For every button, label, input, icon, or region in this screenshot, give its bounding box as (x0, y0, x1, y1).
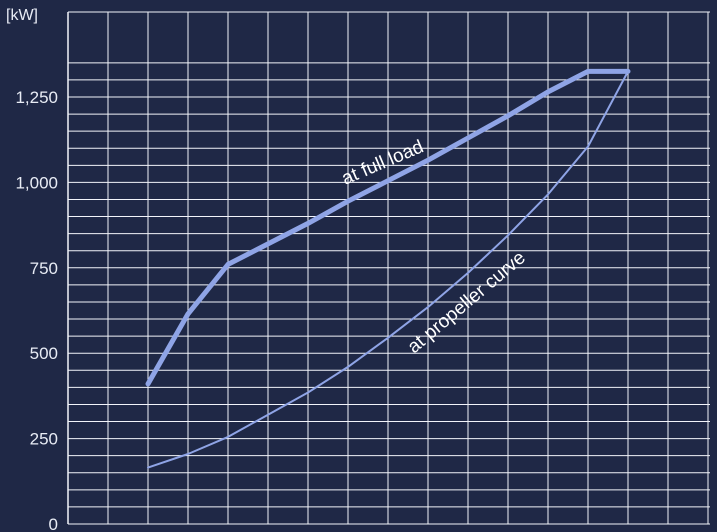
grid (67, 11, 710, 525)
y-tick-label: 750 (30, 259, 58, 278)
y-tick-label: 0 (49, 515, 58, 532)
y-tick-label: 1,000 (15, 173, 58, 192)
y-tick-label: 250 (30, 430, 58, 449)
y-tick-label: 1,250 (15, 88, 58, 107)
y-tick-label: 500 (30, 344, 58, 363)
y-tick-labels: 0 250 500 750 1,000 1,250 (15, 88, 58, 532)
y-unit-label: [kW] (6, 7, 38, 24)
series-line-0 (145, 68, 631, 387)
series-line-1 (147, 70, 629, 469)
series-lines (145, 68, 631, 469)
